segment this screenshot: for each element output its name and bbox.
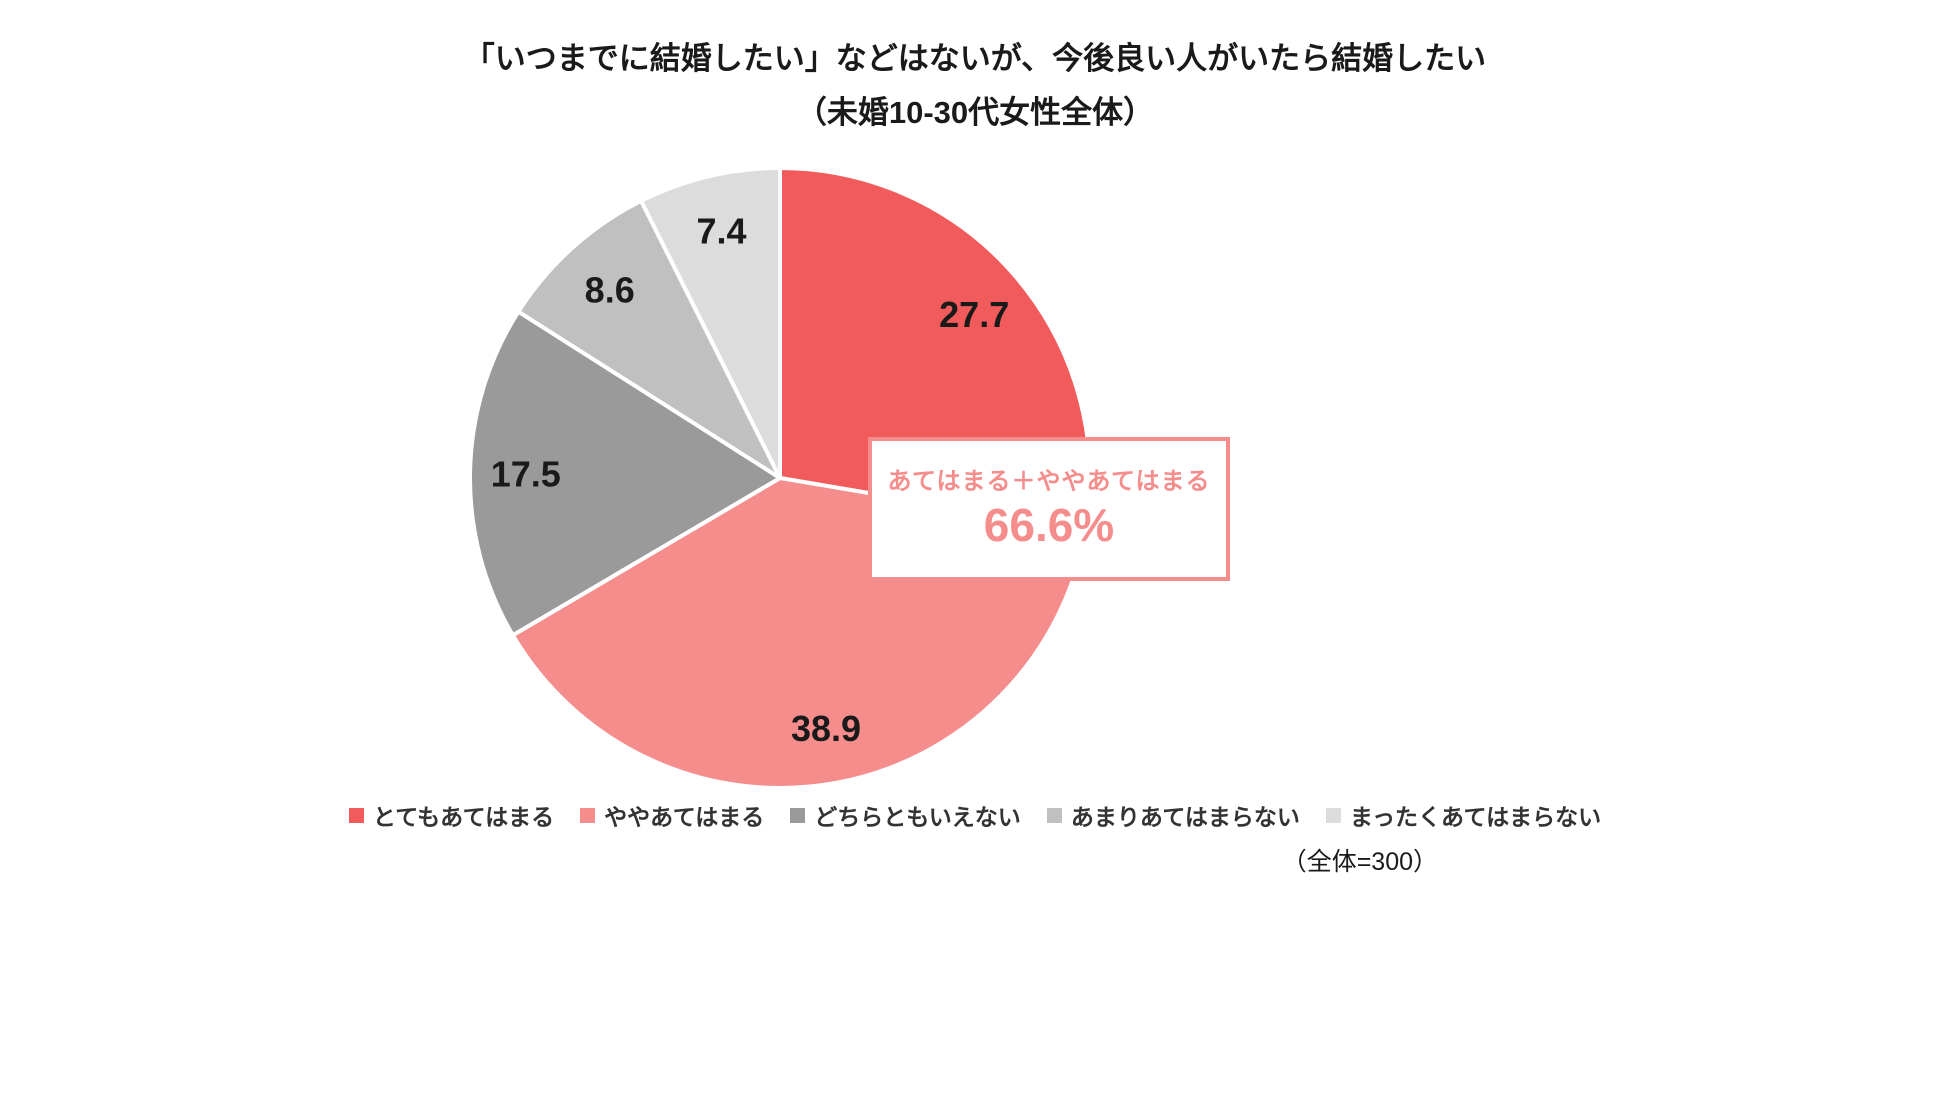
summary-callout-value: 66.6% — [983, 499, 1115, 551]
legend-item-label: どちらともいえない — [814, 804, 1021, 830]
pie-slice-value-0: 27.7 — [939, 294, 1009, 335]
legend: とてもあてはまる ややあてはまる どちらともいえない あまりあてはまらない まったくあて… — [0, 798, 1950, 832]
legend-swatch-icon — [580, 807, 596, 823]
legend-item-label: とてもあてはまる — [372, 804, 555, 830]
pie-slice-4 — [639, 166, 782, 480]
legend-item-3: あまりあてはまらない — [1046, 798, 1300, 832]
summary-callout: あてはまる＋ややあてはまる 66.6% — [868, 437, 1230, 581]
chart-title-line1: 「いつまでに結婚したい」などはないが、今後良い人がいたら結婚したい — [463, 41, 1487, 76]
legend-item-2: どちらともいえない — [790, 798, 1021, 832]
legend-item-4: まったくあてはまらない — [1325, 798, 1602, 832]
legend-swatch-icon — [790, 807, 806, 823]
summary-callout-label: あてはまる＋ややあてはまる — [887, 468, 1211, 495]
legend-swatch-icon — [348, 807, 364, 823]
legend-swatch-icon — [1046, 807, 1062, 823]
legend-swatch-icon — [1325, 807, 1341, 823]
chart-title: 「いつまでに結婚したい」などはないが、今後良い人がいたら結婚したい （未婚10-… — [0, 32, 1950, 140]
legend-item-label: あまりあてはまらない — [1070, 804, 1300, 830]
legend-item-label: ややあてはまる — [604, 804, 765, 830]
pie-slice-value-2: 17.5 — [491, 454, 561, 495]
legend-item-label: まったくあてはまらない — [1349, 804, 1602, 830]
pie-slice-value-1: 38.9 — [791, 708, 861, 749]
pie-slice-value-4: 7.4 — [696, 211, 746, 252]
pie-slice-3 — [516, 198, 782, 480]
legend-item-0: とてもあてはまる — [348, 798, 555, 832]
pie-slice-2 — [468, 309, 782, 638]
sample-size-note: （全体=300） — [1281, 848, 1438, 876]
pie-slice-value-3: 8.6 — [585, 269, 635, 310]
legend-item-1: ややあてはまる — [580, 798, 764, 832]
chart-title-line2: （未婚10-30代女性全体） — [795, 95, 1155, 130]
